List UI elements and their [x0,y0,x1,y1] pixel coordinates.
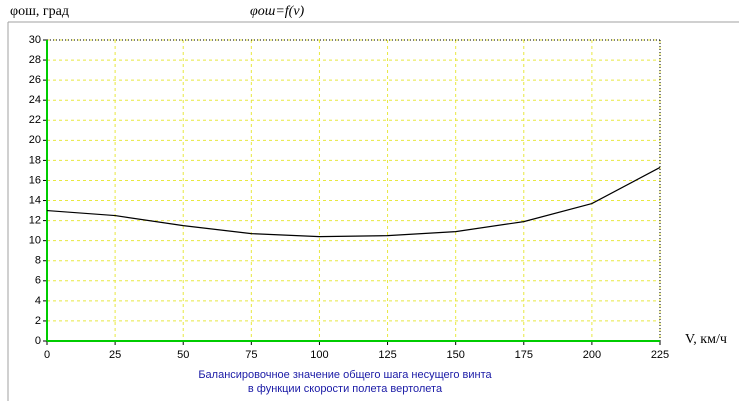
chart-title: φош=f(v) [250,4,305,19]
x-axis-label: V, км/ч [685,332,727,347]
x-tick-label: 225 [651,349,669,361]
y-axis-label: φош, град [10,4,69,19]
y-tick-label: 28 [29,54,41,66]
y-tick-label: 30 [29,34,41,46]
x-tick-label: 125 [378,349,396,361]
y-tick-label: 4 [35,295,41,307]
y-tick-label: 26 [29,74,41,86]
line [46,166,661,238]
x-tick-label: 100 [310,349,328,361]
y-tick-label: 14 [29,194,41,206]
y-tick-label: 24 [29,94,41,106]
y-tick-label: 2 [35,315,41,327]
x-tick-label: 0 [44,349,50,361]
y-tick-label: 20 [29,134,41,146]
y-tick-label: 0 [35,335,41,347]
y-tick-label: 12 [29,215,41,227]
x-tick-label: 25 [109,349,121,361]
caption: Балансировочное значение общего шага нес… [198,369,492,381]
x-tick-label: 175 [515,349,533,361]
x-tick-label: 75 [245,349,257,361]
y-tick-label: 8 [35,255,41,267]
x-tick-label: 200 [583,349,601,361]
y-tick-label: 10 [29,235,41,247]
caption: в функции скорости полета вертолета [248,383,443,395]
y-tick-label: 6 [35,275,41,287]
x-tick-label: 50 [177,349,189,361]
y-tick-label: 22 [29,114,41,126]
x-tick-label: 150 [446,349,464,361]
y-tick-label: 18 [29,154,41,166]
y-tick-label: 16 [29,174,41,186]
